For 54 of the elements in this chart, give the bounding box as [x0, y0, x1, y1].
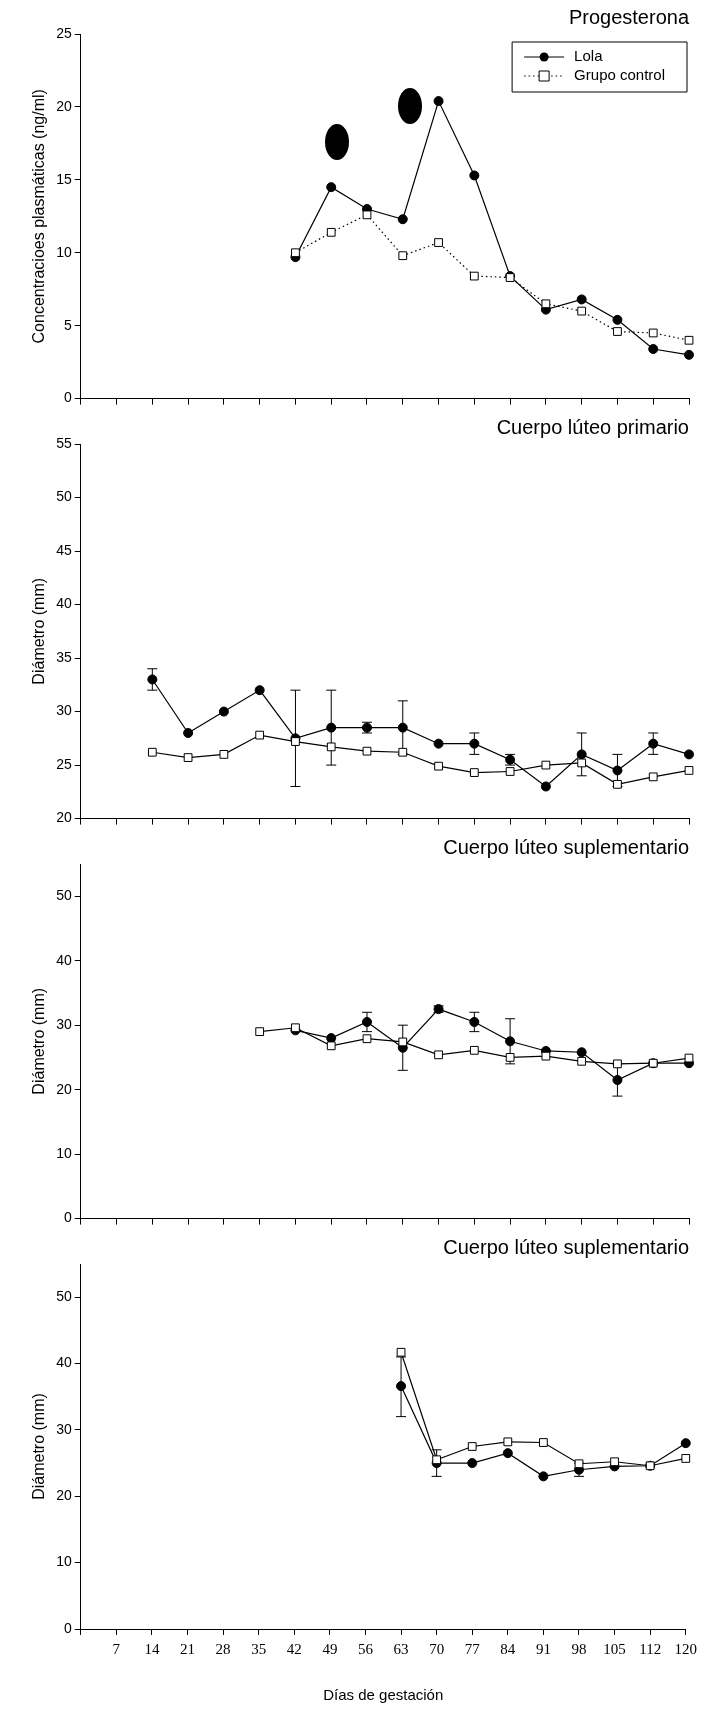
chart-title: Cuerpo lúteo suplementario	[443, 1235, 689, 1258]
y-tick-label: 40	[56, 1354, 72, 1371]
y-tick-label: 25	[56, 755, 72, 772]
y-axis-title: Diámetro (mm)	[30, 987, 48, 1095]
chart-title: Cuerpo lúteo suplementario	[443, 835, 689, 858]
y-tick-label: 25	[56, 24, 72, 41]
y-tick-label: 50	[56, 1288, 72, 1305]
x-tick-label: 77	[464, 1640, 481, 1657]
y-tick-label: 30	[56, 1016, 72, 1033]
y-tick-label: 20	[56, 1487, 72, 1504]
y-tick-label: 30	[56, 1420, 72, 1437]
y-tick-label: 55	[56, 434, 72, 451]
x-tick-label: 7	[112, 1640, 121, 1657]
x-tick-label: 49	[322, 1640, 338, 1657]
y-tick-label: 10	[56, 1144, 72, 1161]
x-tick-label: 35	[251, 1640, 267, 1657]
x-tick-label: 84	[500, 1640, 516, 1657]
x-tick-label: 63	[393, 1640, 409, 1657]
y-axis-title: Concentracioes plasmáticas (ng/ml)	[30, 89, 48, 344]
y-axis-title: Diámetro (mm)	[30, 1393, 48, 1500]
x-tick-label: 21	[180, 1640, 196, 1657]
y-tick-label: 40	[56, 951, 72, 968]
x-tick-label: 112	[639, 1640, 662, 1657]
y-tick-label: 45	[56, 541, 72, 558]
y-tick-label: 10	[56, 243, 72, 260]
y-axis-title: Diámetro (mm)	[30, 577, 48, 685]
y-tick-label: 20	[56, 97, 72, 114]
y-tick-label: 0	[63, 1209, 72, 1226]
x-tick-label: 105	[603, 1640, 626, 1657]
y-tick-label: 50	[56, 488, 72, 505]
legend-label: Lola	[574, 47, 604, 65]
x-tick-label: 120	[674, 1640, 697, 1657]
y-tick-label: 20	[56, 809, 72, 826]
x-axis-title: Días de gestación	[323, 1686, 444, 1704]
y-tick-label: 0	[63, 389, 72, 406]
x-tick-label: 70	[429, 1640, 445, 1657]
y-tick-label: 40	[56, 595, 72, 612]
x-tick-label: 42	[286, 1640, 302, 1657]
y-tick-label: 30	[56, 702, 72, 719]
y-tick-label: 35	[56, 648, 72, 665]
chart-title: Cuerpo lúteo primario	[496, 415, 689, 438]
x-tick-label: 98	[571, 1640, 587, 1657]
x-tick-label: 56	[357, 1640, 374, 1657]
y-tick-label: 0	[63, 1619, 72, 1636]
chart-title: Progesterona	[568, 5, 690, 28]
y-tick-label: 5	[63, 316, 72, 333]
x-tick-label: 14	[144, 1640, 160, 1657]
y-tick-label: 15	[56, 170, 72, 187]
x-tick-label: 28	[215, 1640, 231, 1657]
legend-label: Grupo control	[574, 66, 666, 84]
x-tick-label: 91	[535, 1640, 551, 1657]
y-tick-label: 50	[56, 887, 72, 904]
y-tick-label: 10	[56, 1553, 72, 1570]
y-tick-label: 20	[56, 1080, 72, 1097]
